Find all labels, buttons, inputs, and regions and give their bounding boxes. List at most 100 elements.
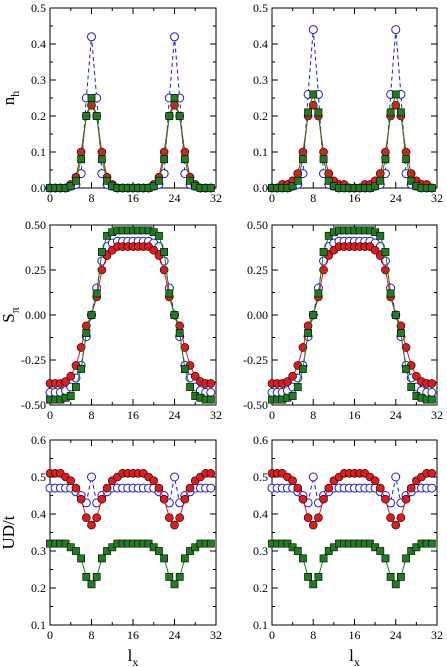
data-point: [186, 383, 194, 391]
series-circle-filled: [267, 468, 437, 530]
y-tick-label: -0.25: [21, 353, 46, 367]
y-tick-label: -0.50: [243, 398, 268, 412]
series-square-filled: [268, 90, 436, 192]
data-point: [427, 184, 436, 192]
data-point: [299, 155, 307, 164]
data-point: [309, 311, 318, 319]
data-point: [314, 289, 323, 298]
y-tick-label: 0.50: [25, 218, 46, 232]
data-point: [308, 25, 318, 35]
y-tick-label: 0.2: [253, 581, 268, 595]
data-point: [87, 32, 96, 42]
data-point: [308, 100, 318, 110]
data-point: [376, 547, 385, 555]
data-point: [82, 329, 91, 337]
y-tick-label: 0.5: [253, 470, 268, 484]
data-point: [82, 112, 91, 120]
y-tick-label: -0.25: [243, 353, 268, 367]
y-tick-label: 0.6: [253, 433, 268, 447]
x-axis-label-sub: x: [132, 655, 138, 667]
series-square-filled: [268, 539, 436, 589]
x-tick-label: 0: [47, 408, 53, 422]
y-tick-label: 0.2: [253, 109, 268, 123]
data-point: [92, 513, 101, 523]
data-point: [314, 572, 323, 581]
data-point: [165, 572, 174, 581]
data-point: [87, 580, 96, 589]
data-point: [427, 379, 437, 388]
data-point: [406, 483, 416, 493]
data-point: [61, 377, 70, 386]
panel-middle-right: 0 8 16 24 32 -0.50 -0.25 0.00 0.25 0.50: [243, 218, 443, 422]
data-point: [72, 383, 80, 391]
data-point: [386, 513, 395, 523]
plot-frame: [49, 439, 217, 626]
x-tick-label: 32: [210, 191, 222, 205]
panel-top-right: 0 8 16 24 32 0.0 0.1 0.2 0.3 0.4 0.5: [253, 1, 443, 205]
data-point: [283, 377, 292, 386]
data-point: [206, 184, 215, 192]
x-tick-label: 0: [47, 628, 53, 642]
data-point: [97, 494, 107, 504]
x-tick-label: 8: [89, 408, 95, 422]
x-tick-label: 0: [47, 191, 53, 205]
y-tick-label: 0.2: [31, 109, 46, 123]
data-point: [102, 483, 112, 493]
data-point: [397, 572, 405, 581]
y-tick-label: 0.6: [31, 433, 46, 447]
data-point: [386, 108, 395, 117]
data-point: [293, 483, 303, 493]
data-point: [427, 468, 437, 478]
x-axis-label-sub: x: [354, 655, 360, 667]
y-axis-label-sub: π: [8, 307, 22, 313]
y-axis-label-main: n: [0, 96, 18, 105]
data-point: [170, 520, 179, 530]
y-tick-label: 0.0: [253, 181, 268, 195]
data-point: [386, 289, 395, 298]
data-point: [206, 539, 215, 548]
data-point: [412, 371, 421, 381]
data-point: [391, 520, 401, 530]
x-tick-label: 0: [269, 408, 275, 422]
data-point: [170, 580, 179, 589]
data-point: [206, 387, 216, 397]
data-point: [324, 483, 334, 493]
x-tick-label: 32: [210, 628, 222, 642]
x-tick-label: 8: [310, 191, 316, 205]
data-point: [381, 248, 390, 256]
y-axis-label: nh: [0, 91, 22, 106]
y-tick-label: 0.1: [31, 618, 46, 632]
data-point: [66, 392, 75, 400]
data-point: [402, 155, 410, 164]
series-square-filled: [46, 94, 215, 192]
series-circle-open: [45, 32, 216, 193]
data-point: [92, 112, 101, 120]
data-point: [82, 513, 91, 523]
data-point: [288, 392, 297, 400]
series-line: [272, 29, 432, 189]
x-tick-label: 0: [269, 191, 275, 205]
y-axis-label: UD/t: [0, 515, 18, 549]
x-tick-label: 16: [349, 628, 361, 642]
data-point: [76, 343, 86, 352]
data-point: [396, 513, 406, 523]
data-point: [66, 476, 76, 486]
plot-frame: [271, 7, 438, 189]
data-point: [427, 483, 437, 493]
data-point: [165, 289, 174, 298]
y-tick-label: 0.4: [253, 37, 268, 51]
data-point: [154, 483, 164, 493]
data-point: [375, 483, 385, 493]
y-tick-label: 0.00: [247, 308, 268, 322]
x-tick-label: 8: [310, 408, 316, 422]
data-point: [66, 182, 75, 191]
data-point: [160, 155, 169, 164]
data-point: [97, 147, 107, 157]
data-point: [293, 547, 302, 555]
data-point: [185, 483, 195, 493]
y-tick-label: 0.1: [31, 145, 46, 159]
data-point: [381, 554, 390, 563]
data-point: [159, 147, 169, 157]
data-point: [103, 176, 111, 185]
